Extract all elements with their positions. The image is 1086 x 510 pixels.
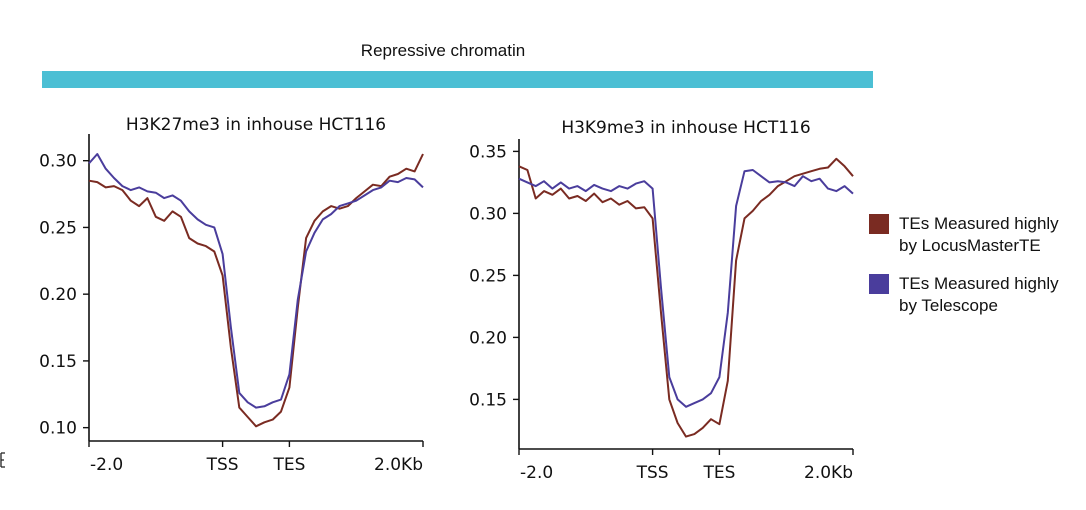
chart-2-x-tick-label: 2.0Kb — [804, 463, 853, 483]
chart-1-y-tick-label: 0.30 — [39, 152, 77, 172]
legend: TEs Measured highly by LocusMasterTE TEs… — [869, 213, 1086, 333]
chart-2-y-tick-label: 0.35 — [469, 142, 507, 162]
legend-label-line2: by LocusMasterTE — [899, 236, 1041, 255]
legend-swatch-telescope — [869, 274, 889, 294]
chart-1-x-tick-label: TES — [272, 455, 305, 475]
chart-2-series-locusmasterte-line — [518, 157, 854, 438]
chart-2-y-tick-label: 0.30 — [469, 204, 507, 224]
chart-1-y-tick-label: 0.15 — [39, 352, 77, 372]
legend-label-line2: by Telescope — [899, 296, 998, 315]
chart-1-y-tick-label: 0.20 — [39, 285, 77, 305]
banner-bar — [42, 71, 873, 88]
legend-item-telescope: TEs Measured highly by Telescope — [869, 273, 1086, 317]
chart-2-x-tick-label: TES — [702, 463, 735, 483]
chart-2-x-tick-label: TSS — [636, 463, 669, 483]
legend-label-line1: TEs Measured highly — [899, 274, 1059, 293]
chart-1-series-locusmasterte-line — [88, 153, 424, 428]
legend-swatch-locusmasterte — [869, 214, 889, 234]
legend-item-locusmasterte: TEs Measured highly by LocusMasterTE — [869, 213, 1086, 257]
chart-1-x-tick-label: 2.0Kb — [374, 455, 423, 475]
chart-2-title: H3K9me3 in inhouse HCT116 — [561, 118, 811, 138]
chart-1-title: H3K27me3 in inhouse HCT116 — [125, 115, 387, 135]
chart-1-series-telescope-line — [88, 153, 424, 409]
chart-1-y-tick-label: 0.25 — [39, 218, 77, 238]
cropped-edge-glyph — [0, 452, 5, 468]
chart-1-x-tick-label: TSS — [206, 455, 239, 475]
chart-2-series-telescope-line — [518, 169, 854, 408]
chart-1-y-tick-label: 0.10 — [39, 419, 77, 439]
chart-2-y-tick-label: 0.15 — [469, 390, 507, 410]
chart-2-y-tick-label: 0.25 — [469, 266, 507, 286]
legend-label-line1: TEs Measured highly — [899, 214, 1059, 233]
banner-title: Repressive chromatin — [360, 41, 526, 60]
chart-2-x-tick-label: -2.0 — [520, 463, 553, 483]
chart-2-y-tick-label: 0.20 — [469, 328, 507, 348]
chart-1-x-tick-label: -2.0 — [90, 455, 123, 475]
